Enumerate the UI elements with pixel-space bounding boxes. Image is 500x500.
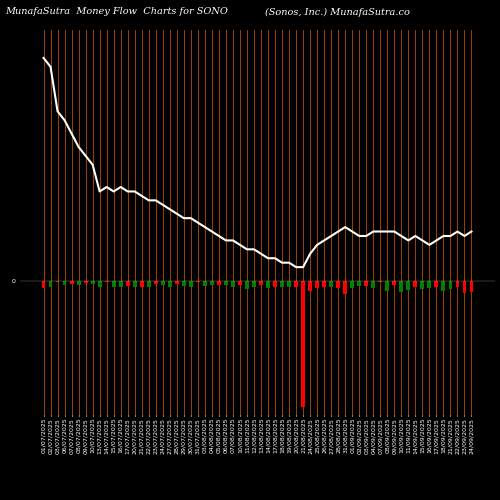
Bar — [140, 281, 143, 286]
Text: MunafaSutra  Money Flow  Charts for SONO: MunafaSutra Money Flow Charts for SONO — [5, 8, 228, 16]
Bar — [245, 281, 249, 289]
Bar — [182, 281, 186, 286]
Bar — [175, 281, 178, 283]
Bar — [442, 281, 446, 291]
Bar — [189, 281, 193, 286]
Bar — [126, 281, 130, 286]
Bar — [386, 281, 389, 291]
Bar — [315, 281, 319, 288]
Bar — [308, 281, 312, 291]
Bar — [372, 281, 375, 288]
Bar — [344, 281, 347, 293]
Bar — [62, 281, 66, 285]
Bar — [280, 281, 284, 287]
Bar — [48, 281, 52, 286]
Bar — [70, 281, 73, 283]
Bar — [154, 281, 158, 284]
Bar — [462, 281, 466, 293]
Bar — [84, 281, 87, 283]
Bar — [147, 281, 150, 286]
Text: (Sonos, Inc.) MunafaSutra.co: (Sonos, Inc.) MunafaSutra.co — [265, 8, 410, 16]
Bar — [112, 281, 116, 286]
Bar — [400, 281, 404, 292]
Bar — [217, 281, 221, 285]
Bar — [428, 281, 432, 288]
Bar — [133, 281, 136, 286]
Bar — [392, 281, 396, 285]
Bar — [104, 281, 108, 282]
Bar — [90, 281, 94, 284]
Bar — [203, 281, 207, 286]
Bar — [119, 281, 122, 286]
Bar — [76, 281, 80, 285]
Bar — [273, 281, 277, 286]
Bar — [470, 281, 474, 292]
Bar — [420, 281, 424, 288]
Bar — [42, 281, 46, 288]
Bar — [287, 281, 291, 287]
Bar — [301, 281, 305, 406]
Bar — [210, 281, 214, 285]
Bar — [294, 281, 298, 286]
Bar — [350, 281, 354, 288]
Bar — [168, 281, 172, 286]
Bar — [378, 281, 382, 282]
Bar — [322, 281, 326, 287]
Bar — [329, 281, 333, 286]
Bar — [456, 281, 460, 287]
Bar — [98, 281, 102, 286]
Bar — [448, 281, 452, 288]
Bar — [224, 281, 228, 285]
Bar — [364, 281, 368, 286]
Bar — [252, 281, 256, 287]
Bar — [238, 281, 242, 285]
Bar — [414, 281, 418, 287]
Bar — [336, 281, 340, 288]
Bar — [231, 281, 235, 286]
Bar — [434, 281, 438, 286]
Bar — [259, 281, 263, 285]
Bar — [358, 281, 361, 286]
Bar — [266, 281, 270, 288]
Bar — [161, 281, 164, 285]
Bar — [406, 281, 410, 290]
